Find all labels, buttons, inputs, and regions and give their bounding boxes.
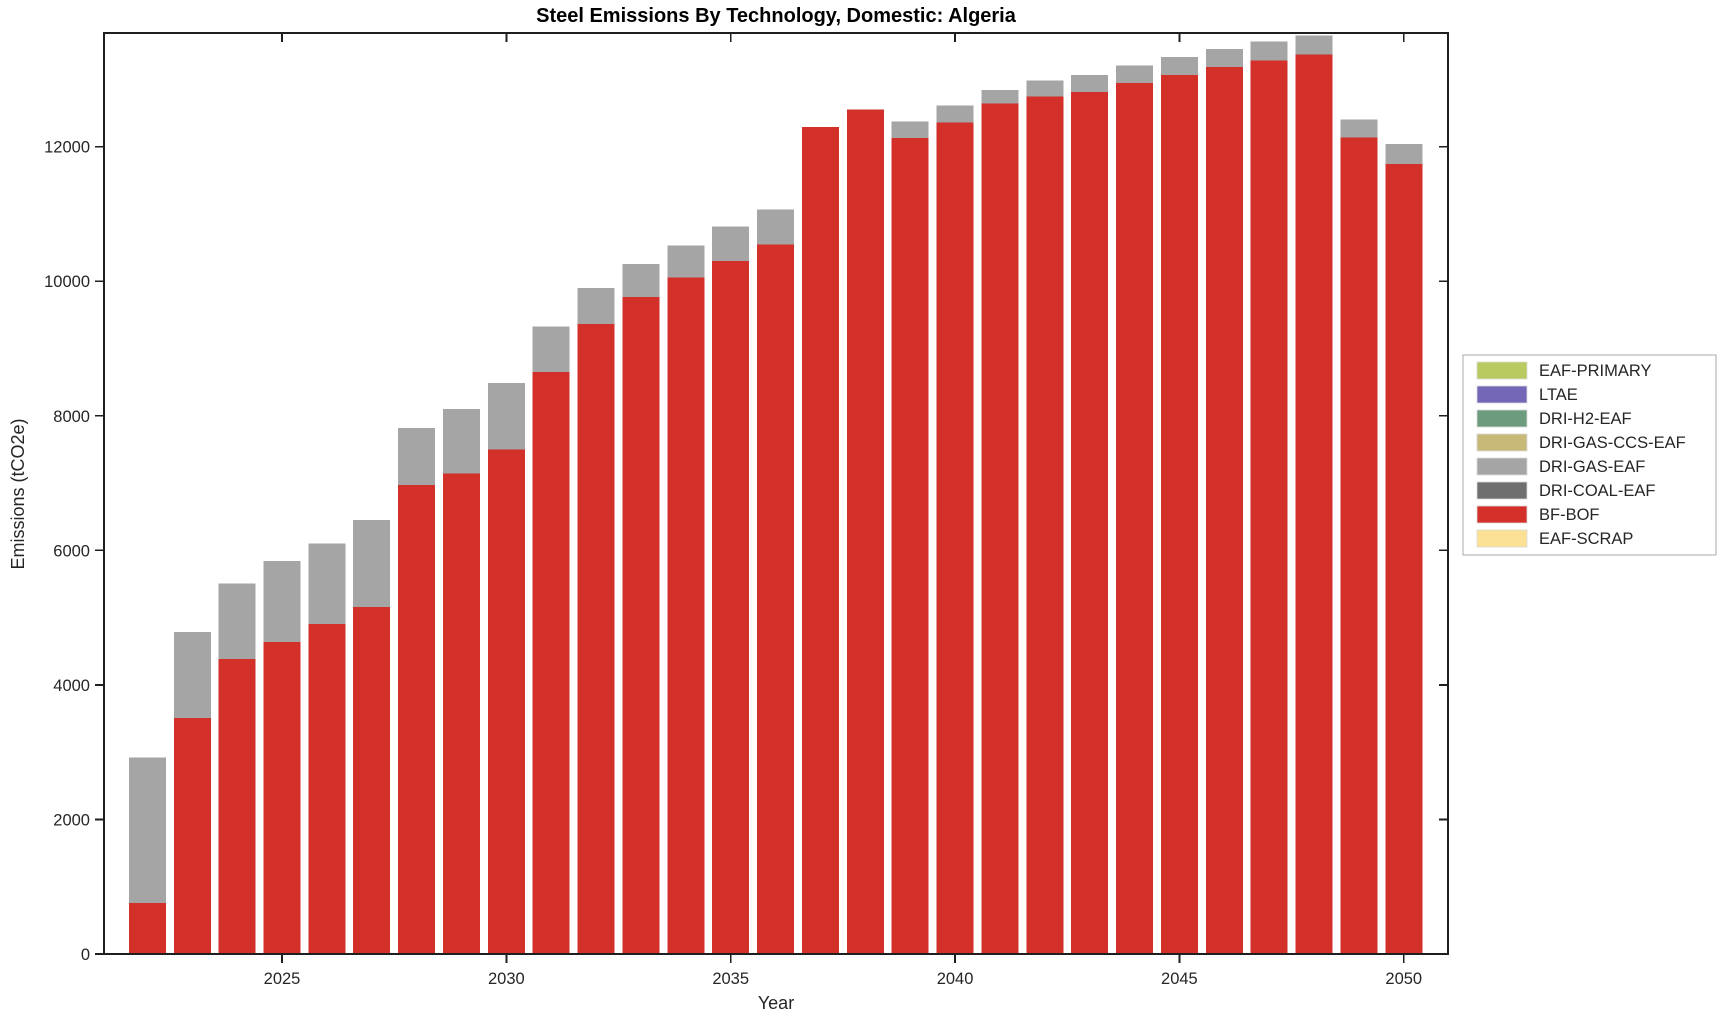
bar-segment-2033-DRI-GAS-EAF xyxy=(622,264,660,298)
bar-segment-2034-DRI-GAS-EAF xyxy=(667,245,705,278)
y-tick-label: 2000 xyxy=(53,811,90,829)
bar-segment-2040-BF-BOF xyxy=(936,122,974,954)
bar-segment-2045-BF-BOF xyxy=(1160,75,1198,954)
legend-box xyxy=(1462,354,1717,556)
legend-swatch-LTAE xyxy=(1476,385,1528,404)
bar-segment-2036-DRI-GAS-EAF xyxy=(757,209,795,245)
bar-segment-2039-BF-BOF xyxy=(891,137,929,955)
legend-label-LTAE: LTAE xyxy=(1539,386,1578,404)
bar-segment-2024-BF-BOF xyxy=(218,658,256,954)
y-tick-label: 8000 xyxy=(53,408,90,426)
bar-segment-2044-DRI-GAS-EAF xyxy=(1116,65,1154,84)
legend-label-DRI-GAS-CCS-EAF: DRI-GAS-CCS-EAF xyxy=(1539,434,1686,452)
x-tick-label: 2045 xyxy=(1161,970,1198,988)
bar-segment-2050-DRI-GAS-EAF xyxy=(1385,144,1423,165)
bar-segment-2047-DRI-GAS-EAF xyxy=(1250,41,1288,61)
bar-segment-2042-BF-BOF xyxy=(1026,96,1064,954)
bar-segment-2048-DRI-GAS-EAF xyxy=(1295,35,1333,55)
legend-label-BF-BOF: BF-BOF xyxy=(1539,506,1600,524)
bar-segment-2023-DRI-GAS-EAF xyxy=(173,631,211,719)
legend-label-DRI-COAL-EAF: DRI-COAL-EAF xyxy=(1539,482,1655,500)
bar-segment-2050-BF-BOF xyxy=(1385,164,1423,954)
y-tick-label: 0 xyxy=(81,946,90,964)
x-tick-label: 2025 xyxy=(264,970,301,988)
bar-segment-2047-BF-BOF xyxy=(1250,60,1288,955)
legend-swatch-EAF-PRIMARY xyxy=(1476,361,1528,380)
x-tick-label: 2050 xyxy=(1385,970,1422,988)
bar-segment-2029-BF-BOF xyxy=(442,473,480,954)
legend-label-EAF-SCRAP: EAF-SCRAP xyxy=(1539,530,1633,548)
bar-segment-2044-BF-BOF xyxy=(1116,83,1154,954)
bar-segment-2040-DRI-GAS-EAF xyxy=(936,105,974,123)
bar-segment-2048-BF-BOF xyxy=(1295,54,1333,954)
bar-segment-2041-BF-BOF xyxy=(981,103,1019,954)
legend-swatch-EAF-SCRAP xyxy=(1476,529,1528,548)
y-tick-label: 10000 xyxy=(44,273,90,291)
bar-segment-2024-DRI-GAS-EAF xyxy=(218,583,256,659)
legend: EAF-PRIMARY LTAE DRI-H2-EAF DRI-GAS-CCS-EAF… xyxy=(1462,354,1717,556)
bar-segment-2026-BF-BOF xyxy=(308,624,346,954)
bar-segment-2041-DRI-GAS-EAF xyxy=(981,89,1019,104)
bar-segment-2032-DRI-GAS-EAF xyxy=(577,287,615,324)
y-tick-label: 6000 xyxy=(53,542,90,560)
bar-segment-2032-BF-BOF xyxy=(577,323,615,954)
bar-segment-2043-BF-BOF xyxy=(1071,92,1109,955)
bar-segment-2043-DRI-GAS-EAF xyxy=(1071,75,1109,93)
plot-box xyxy=(103,32,1449,955)
bar-segment-2046-DRI-GAS-EAF xyxy=(1205,49,1243,67)
legend-label-EAF-PRIMARY: EAF-PRIMARY xyxy=(1539,362,1651,380)
bar-segment-2049-BF-BOF xyxy=(1340,137,1378,954)
bar-segment-2035-DRI-GAS-EAF xyxy=(712,226,750,262)
bar-segment-2025-BF-BOF xyxy=(263,641,301,954)
bar-segment-2033-BF-BOF xyxy=(622,297,660,954)
axes-layer: 0 2000 4000 6000 8000 10000 12000 2025 2030 2035 2… xyxy=(44,32,1449,988)
bar-segment-2025-DRI-GAS-EAF xyxy=(263,561,301,642)
bar-segment-2023-BF-BOF xyxy=(173,718,211,954)
legend-label-DRI-GAS-EAF: DRI-GAS-EAF xyxy=(1539,458,1645,476)
bar-segment-2028-BF-BOF xyxy=(398,485,436,954)
legend-label-DRI-H2-EAF: DRI-H2-EAF xyxy=(1539,410,1632,428)
bars-layer xyxy=(128,35,1423,955)
x-tick-label: 2035 xyxy=(712,970,749,988)
bar-segment-2035-BF-BOF xyxy=(712,261,750,954)
bar-segment-2027-BF-BOF xyxy=(353,606,391,954)
legend-swatch-BF-BOF xyxy=(1476,505,1528,524)
x-axis-label: Year xyxy=(758,993,794,1013)
bar-segment-2029-DRI-GAS-EAF xyxy=(442,409,480,474)
bar-segment-2027-DRI-GAS-EAF xyxy=(353,520,391,607)
x-tick-label: 2030 xyxy=(488,970,525,988)
legend-swatch-DRI-GAS-CCS-EAF xyxy=(1476,433,1528,452)
y-tick-label: 4000 xyxy=(53,677,90,695)
bar-segment-2038-BF-BOF xyxy=(846,109,884,955)
bar-segment-2039-DRI-GAS-EAF xyxy=(891,121,929,138)
chart-title: Steel Emissions By Technology, Domestic:… xyxy=(536,5,1017,27)
x-tick-label: 2040 xyxy=(937,970,974,988)
bar-segment-2022-DRI-GAS-EAF xyxy=(128,757,166,903)
legend-swatch-DRI-GAS-EAF xyxy=(1476,457,1528,476)
bar-segment-2030-BF-BOF xyxy=(487,449,525,954)
bar-segment-2046-BF-BOF xyxy=(1205,66,1243,955)
legend-swatch-DRI-H2-EAF xyxy=(1476,409,1528,428)
bar-segment-2036-BF-BOF xyxy=(757,244,795,955)
bar-segment-2045-DRI-GAS-EAF xyxy=(1160,56,1198,76)
bar-segment-2031-BF-BOF xyxy=(532,372,570,954)
y-axis-label: Emissions (tCO2e) xyxy=(8,418,28,569)
bar-segment-2022-BF-BOF xyxy=(128,902,166,954)
bar-segment-2030-DRI-GAS-EAF xyxy=(487,382,525,450)
bar-segment-2037-BF-BOF xyxy=(801,127,839,954)
bar-segment-2034-BF-BOF xyxy=(667,277,705,954)
legend-swatch-DRI-COAL-EAF xyxy=(1476,481,1528,500)
bar-segment-2049-DRI-GAS-EAF xyxy=(1340,119,1378,138)
bar-segment-2026-DRI-GAS-EAF xyxy=(308,543,346,625)
y-tick-label: 12000 xyxy=(44,139,90,157)
bar-segment-2042-DRI-GAS-EAF xyxy=(1026,80,1064,97)
bar-segment-2031-DRI-GAS-EAF xyxy=(532,326,570,373)
bar-segment-2028-DRI-GAS-EAF xyxy=(398,428,436,486)
